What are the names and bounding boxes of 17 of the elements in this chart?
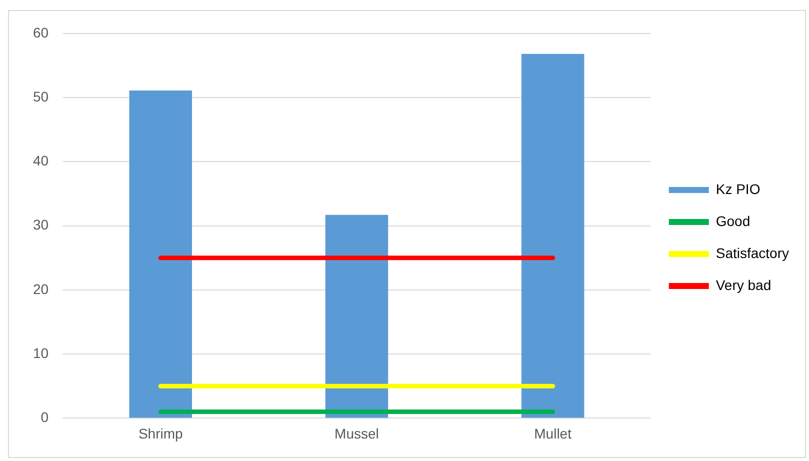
x-tick-label: Mullet bbox=[534, 425, 572, 442]
x-tick-label: Shrimp bbox=[138, 425, 183, 442]
bar bbox=[129, 90, 192, 418]
bar bbox=[521, 54, 584, 418]
legend-label: Satisfactory bbox=[716, 244, 790, 261]
y-tick-label: 30 bbox=[32, 216, 49, 233]
legend-label: Very bad bbox=[716, 276, 772, 293]
y-tick-label: 20 bbox=[32, 280, 49, 297]
y-tick-label: 0 bbox=[40, 409, 49, 426]
legend-label: Kz PIO bbox=[716, 180, 760, 197]
y-tick-label: 40 bbox=[32, 152, 49, 169]
legend-label: Good bbox=[716, 212, 750, 229]
y-tick-label: 50 bbox=[32, 88, 49, 104]
y-tick-label: 60 bbox=[32, 24, 49, 40]
bar bbox=[325, 214, 388, 418]
x-tick-label: Mussel bbox=[334, 425, 379, 442]
y-tick-label: 10 bbox=[32, 344, 49, 361]
